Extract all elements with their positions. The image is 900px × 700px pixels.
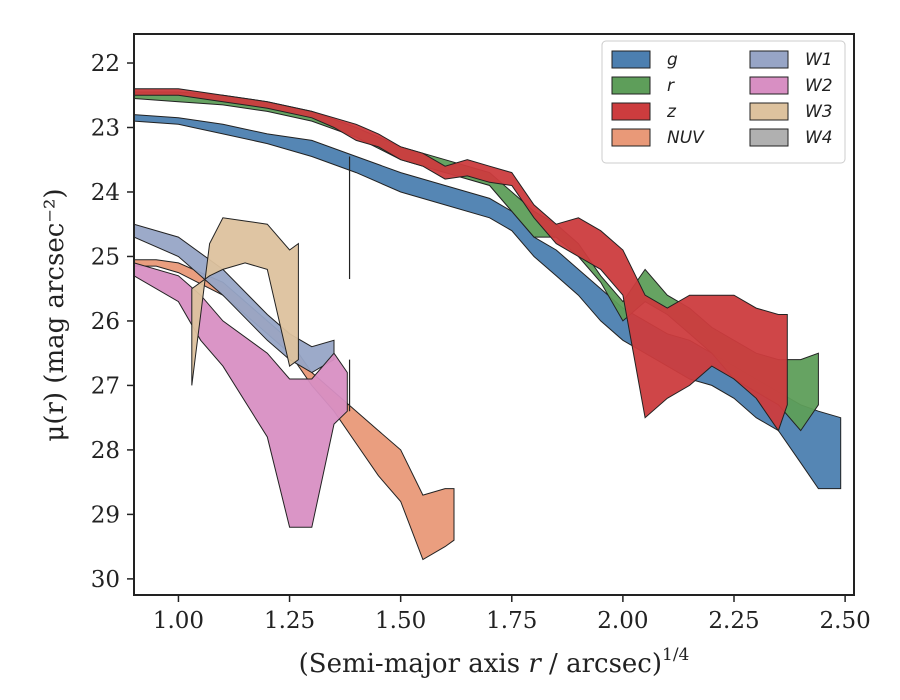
legend-label: W3 bbox=[805, 102, 833, 122]
x-tick-label: 1.50 bbox=[375, 608, 426, 634]
x-tick-label: 1.75 bbox=[486, 608, 537, 634]
y-tick-label: 25 bbox=[91, 244, 120, 270]
y-tick-label: 23 bbox=[91, 116, 120, 142]
legend-label: W4 bbox=[805, 128, 833, 148]
x-tick-label: 1.25 bbox=[264, 608, 315, 634]
legend-swatch bbox=[749, 76, 789, 95]
series-layer bbox=[134, 88, 842, 561]
legend-label: r bbox=[667, 76, 675, 96]
legend-label: NUV bbox=[667, 128, 705, 148]
x-tick-label: 2.25 bbox=[708, 608, 759, 634]
y-tick-label: 26 bbox=[91, 309, 120, 335]
legend-item-w3: W3 bbox=[749, 102, 833, 122]
x-tick-label: 1.00 bbox=[153, 608, 204, 634]
legend-swatch bbox=[611, 102, 651, 121]
series-band-w3 bbox=[191, 217, 299, 386]
y-axis-ticks: 22 23 24 25 26 27 28 29 30 bbox=[91, 51, 134, 593]
legend-swatch bbox=[611, 50, 651, 69]
series-band-w2 bbox=[134, 262, 348, 528]
legend-item-w4: W4 bbox=[749, 128, 833, 148]
series-band-g bbox=[134, 114, 842, 490]
legend-item-r: r bbox=[611, 76, 675, 96]
legend-swatch bbox=[749, 128, 789, 147]
y-tick-label: 22 bbox=[91, 51, 120, 77]
y-tick-label: 30 bbox=[91, 567, 120, 593]
legend-label: W1 bbox=[805, 50, 833, 70]
legend-item-w1: W1 bbox=[749, 50, 833, 70]
series-band-z bbox=[134, 88, 788, 432]
legend-swatch bbox=[611, 128, 651, 147]
y-tick-label: 29 bbox=[91, 502, 120, 528]
y-tick-label: 28 bbox=[91, 438, 120, 464]
legend-swatch bbox=[749, 102, 789, 121]
legend-item-z: z bbox=[611, 102, 677, 122]
legend-swatch bbox=[611, 76, 651, 95]
legend: grz NUV W1 W2 W3 W4 bbox=[601, 40, 846, 164]
x-tick-label: 2.50 bbox=[820, 608, 871, 634]
y-axis-label: μ(r) (mag arcsec⁻²) bbox=[40, 188, 70, 441]
x-axis-ticks: 1.00 1.25 1.50 1.75 2.00 2.25 2.50 bbox=[153, 595, 871, 634]
legend-item-g: g bbox=[611, 50, 678, 70]
legend-label: z bbox=[666, 102, 677, 122]
x-axis-label: (Semi-major axis r / arcsec)1/4 bbox=[299, 645, 690, 679]
legend-label: g bbox=[667, 50, 678, 70]
legend-label: W2 bbox=[805, 76, 833, 96]
y-tick-label: 27 bbox=[91, 373, 120, 399]
legend-item-nuv: NUV bbox=[611, 128, 705, 148]
legend-swatch bbox=[749, 50, 789, 69]
plot-frame bbox=[133, 33, 855, 596]
y-tick-label: 24 bbox=[91, 180, 120, 206]
legend-item-w2: W2 bbox=[749, 76, 833, 96]
x-tick-label: 2.00 bbox=[597, 608, 648, 634]
